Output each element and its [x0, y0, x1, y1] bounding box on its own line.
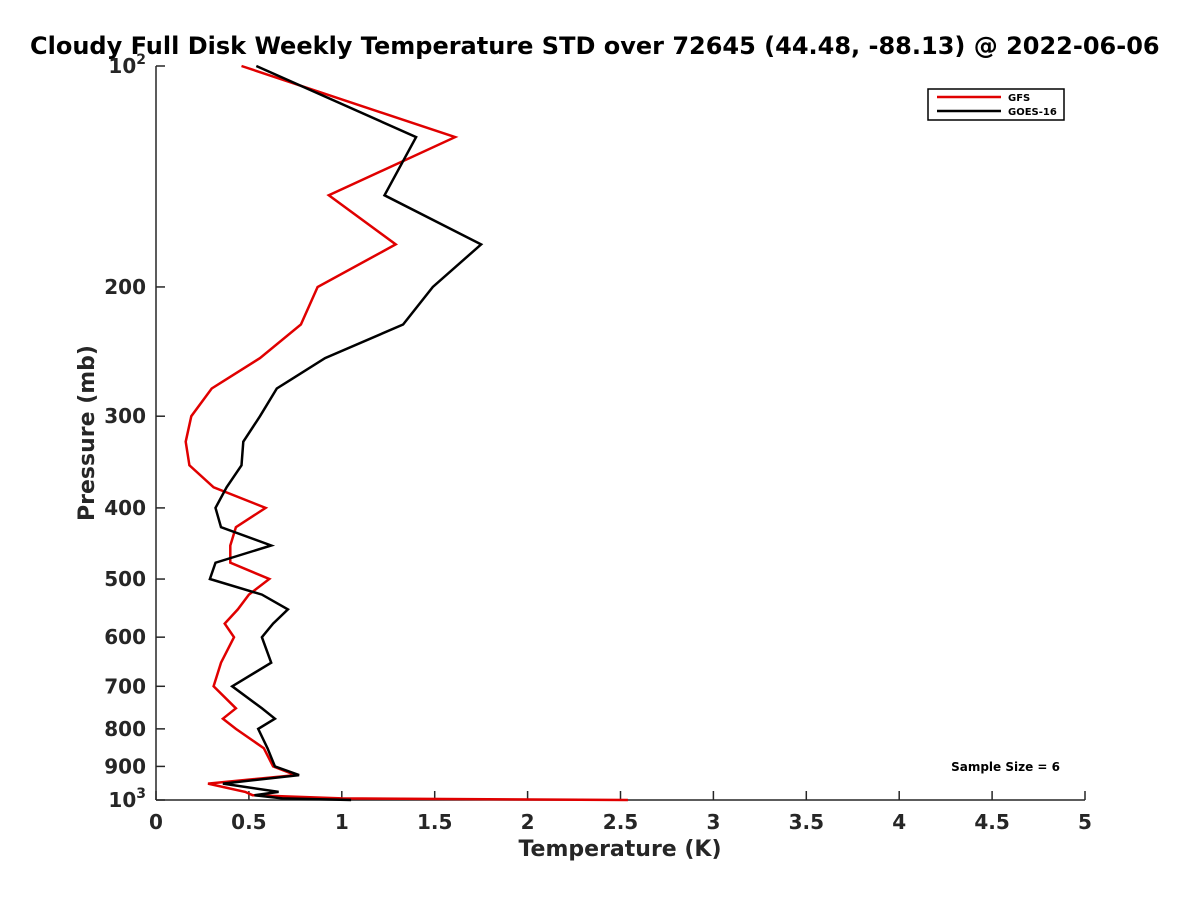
- y-tick-label: 200: [104, 275, 146, 299]
- x-axis-label: Temperature (K): [518, 837, 721, 862]
- y-tick-label: 300: [104, 404, 146, 428]
- y-tick-base: 600: [104, 625, 146, 649]
- legend-label: GFS: [1008, 93, 1030, 104]
- x-tick-label: 3.5: [789, 810, 824, 834]
- y-tick-base: 400: [104, 496, 146, 520]
- x-tick-label: 5: [1078, 810, 1092, 834]
- y-axis-label: Pressure (mb): [75, 345, 100, 521]
- series-lines: [184, 64, 628, 802]
- legend: GFS GOES-16: [927, 88, 1065, 121]
- y-tick-label: 103: [108, 786, 146, 812]
- x-tick-label: 4: [892, 810, 906, 834]
- y-tick-exponent: 3: [136, 786, 146, 802]
- x-axis-ticks: 0 0.5 1 1.5 2 2.5 3 3.5 4 4.5 5: [149, 791, 1092, 834]
- chart-title: Cloudy Full Disk Weekly Temperature STD …: [30, 32, 1160, 60]
- y-tick-label: 400: [104, 496, 146, 520]
- y-tick-base: 700: [104, 674, 146, 698]
- sample-size-note: Sample Size = 6: [951, 760, 1060, 774]
- y-tick-exponent: 2: [136, 52, 146, 68]
- series-line-gfs: [184, 64, 628, 802]
- x-tick-label: 4.5: [974, 810, 1009, 834]
- y-tick-base: 200: [104, 275, 146, 299]
- y-tick-label: 600: [104, 625, 146, 649]
- y-tick-label: 102: [108, 52, 146, 78]
- x-tick-label: 0: [149, 810, 163, 834]
- legend-label: GOES-16: [1008, 107, 1057, 118]
- x-tick-label: 3: [706, 810, 720, 834]
- x-tick-label: 2: [521, 810, 535, 834]
- series-line-goes-16: [208, 64, 484, 802]
- y-tick-base: 10: [108, 54, 136, 78]
- x-tick-label: 1.5: [417, 810, 452, 834]
- x-tick-label: 1: [335, 810, 349, 834]
- x-tick-label: 0.5: [231, 810, 266, 834]
- legend-box: [927, 88, 1065, 121]
- y-tick-base: 300: [104, 404, 146, 428]
- y-tick-label: 700: [104, 674, 146, 698]
- y-tick-base: 10: [108, 788, 136, 812]
- y-tick-base: 900: [104, 754, 146, 778]
- y-tick-base: 500: [104, 567, 146, 591]
- y-tick-label: 500: [104, 567, 146, 591]
- plot-area: [155, 66, 1085, 801]
- y-tick-label: 800: [104, 717, 146, 741]
- x-tick-label: 2.5: [603, 810, 638, 834]
- y-tick-base: 800: [104, 717, 146, 741]
- y-tick-label: 900: [104, 754, 146, 778]
